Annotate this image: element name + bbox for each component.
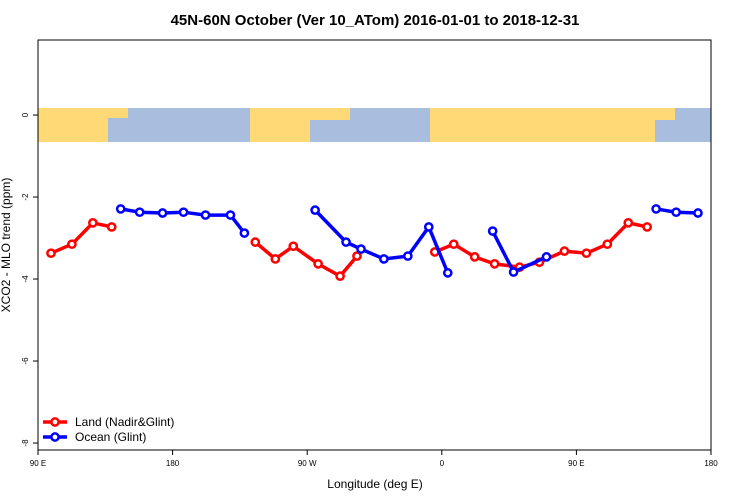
chart-title: 45N-60N October (Ver 10_ATom) 2016-01-01… xyxy=(171,12,580,29)
data-point xyxy=(651,204,661,214)
data-point xyxy=(88,218,98,228)
data-point xyxy=(623,218,634,228)
data-point xyxy=(239,228,250,238)
legend-marker xyxy=(50,417,60,427)
data-point xyxy=(335,271,345,282)
data-point xyxy=(67,239,77,250)
data-point xyxy=(46,248,56,259)
map-strip xyxy=(38,108,711,142)
data-point xyxy=(352,251,362,261)
data-point xyxy=(178,207,189,218)
data-point xyxy=(310,205,320,215)
data-point xyxy=(469,252,480,262)
data-point xyxy=(356,244,366,254)
y-tick-label: -4 xyxy=(21,275,30,283)
data-point xyxy=(313,259,323,269)
data-point xyxy=(225,210,236,220)
data-point xyxy=(270,254,281,264)
x-tick-label: 90 E xyxy=(30,459,46,468)
data-point xyxy=(508,267,519,277)
y-axis-label: XCO2 - MLO trend (ppm) xyxy=(0,178,13,313)
data-point xyxy=(341,237,351,247)
data-point xyxy=(200,210,211,220)
data-point xyxy=(442,268,453,278)
data-point xyxy=(602,239,613,250)
series-line xyxy=(50,220,113,255)
y-tick-label: -2 xyxy=(21,193,30,201)
data-point xyxy=(423,222,434,232)
data-point xyxy=(403,251,413,261)
data-point xyxy=(489,259,500,269)
data-point xyxy=(250,237,261,247)
legend-marker xyxy=(50,432,60,442)
data-point xyxy=(134,207,145,218)
x-tick-label: 90 W xyxy=(298,459,317,468)
data-point xyxy=(115,204,126,214)
plot-frame xyxy=(37,39,712,451)
y-tick-label: 0 xyxy=(21,112,30,117)
data-point xyxy=(671,207,682,218)
legend-label: Ocean (Glint) xyxy=(75,430,146,444)
x-tick-label: 0 xyxy=(440,459,445,468)
x-axis-label: Longitude (deg E) xyxy=(327,477,422,491)
data-point xyxy=(541,252,552,262)
data-point xyxy=(448,239,459,250)
data-point xyxy=(288,241,299,252)
x-tick-label: 180 xyxy=(166,459,180,468)
data-point xyxy=(106,222,117,232)
data-point xyxy=(642,222,652,232)
x-tick-label: 90 E xyxy=(568,459,584,468)
data-point xyxy=(581,248,592,259)
data-point xyxy=(157,208,168,218)
data-point xyxy=(379,254,389,264)
data-point xyxy=(487,226,498,236)
legend-label: Land (Nadir&Glint) xyxy=(75,415,174,429)
y-tick-label: -8 xyxy=(21,439,30,447)
data-point xyxy=(559,246,570,256)
data-point xyxy=(693,208,703,218)
x-tick-label: 180 xyxy=(704,459,718,468)
y-tick-label: -6 xyxy=(21,357,30,365)
